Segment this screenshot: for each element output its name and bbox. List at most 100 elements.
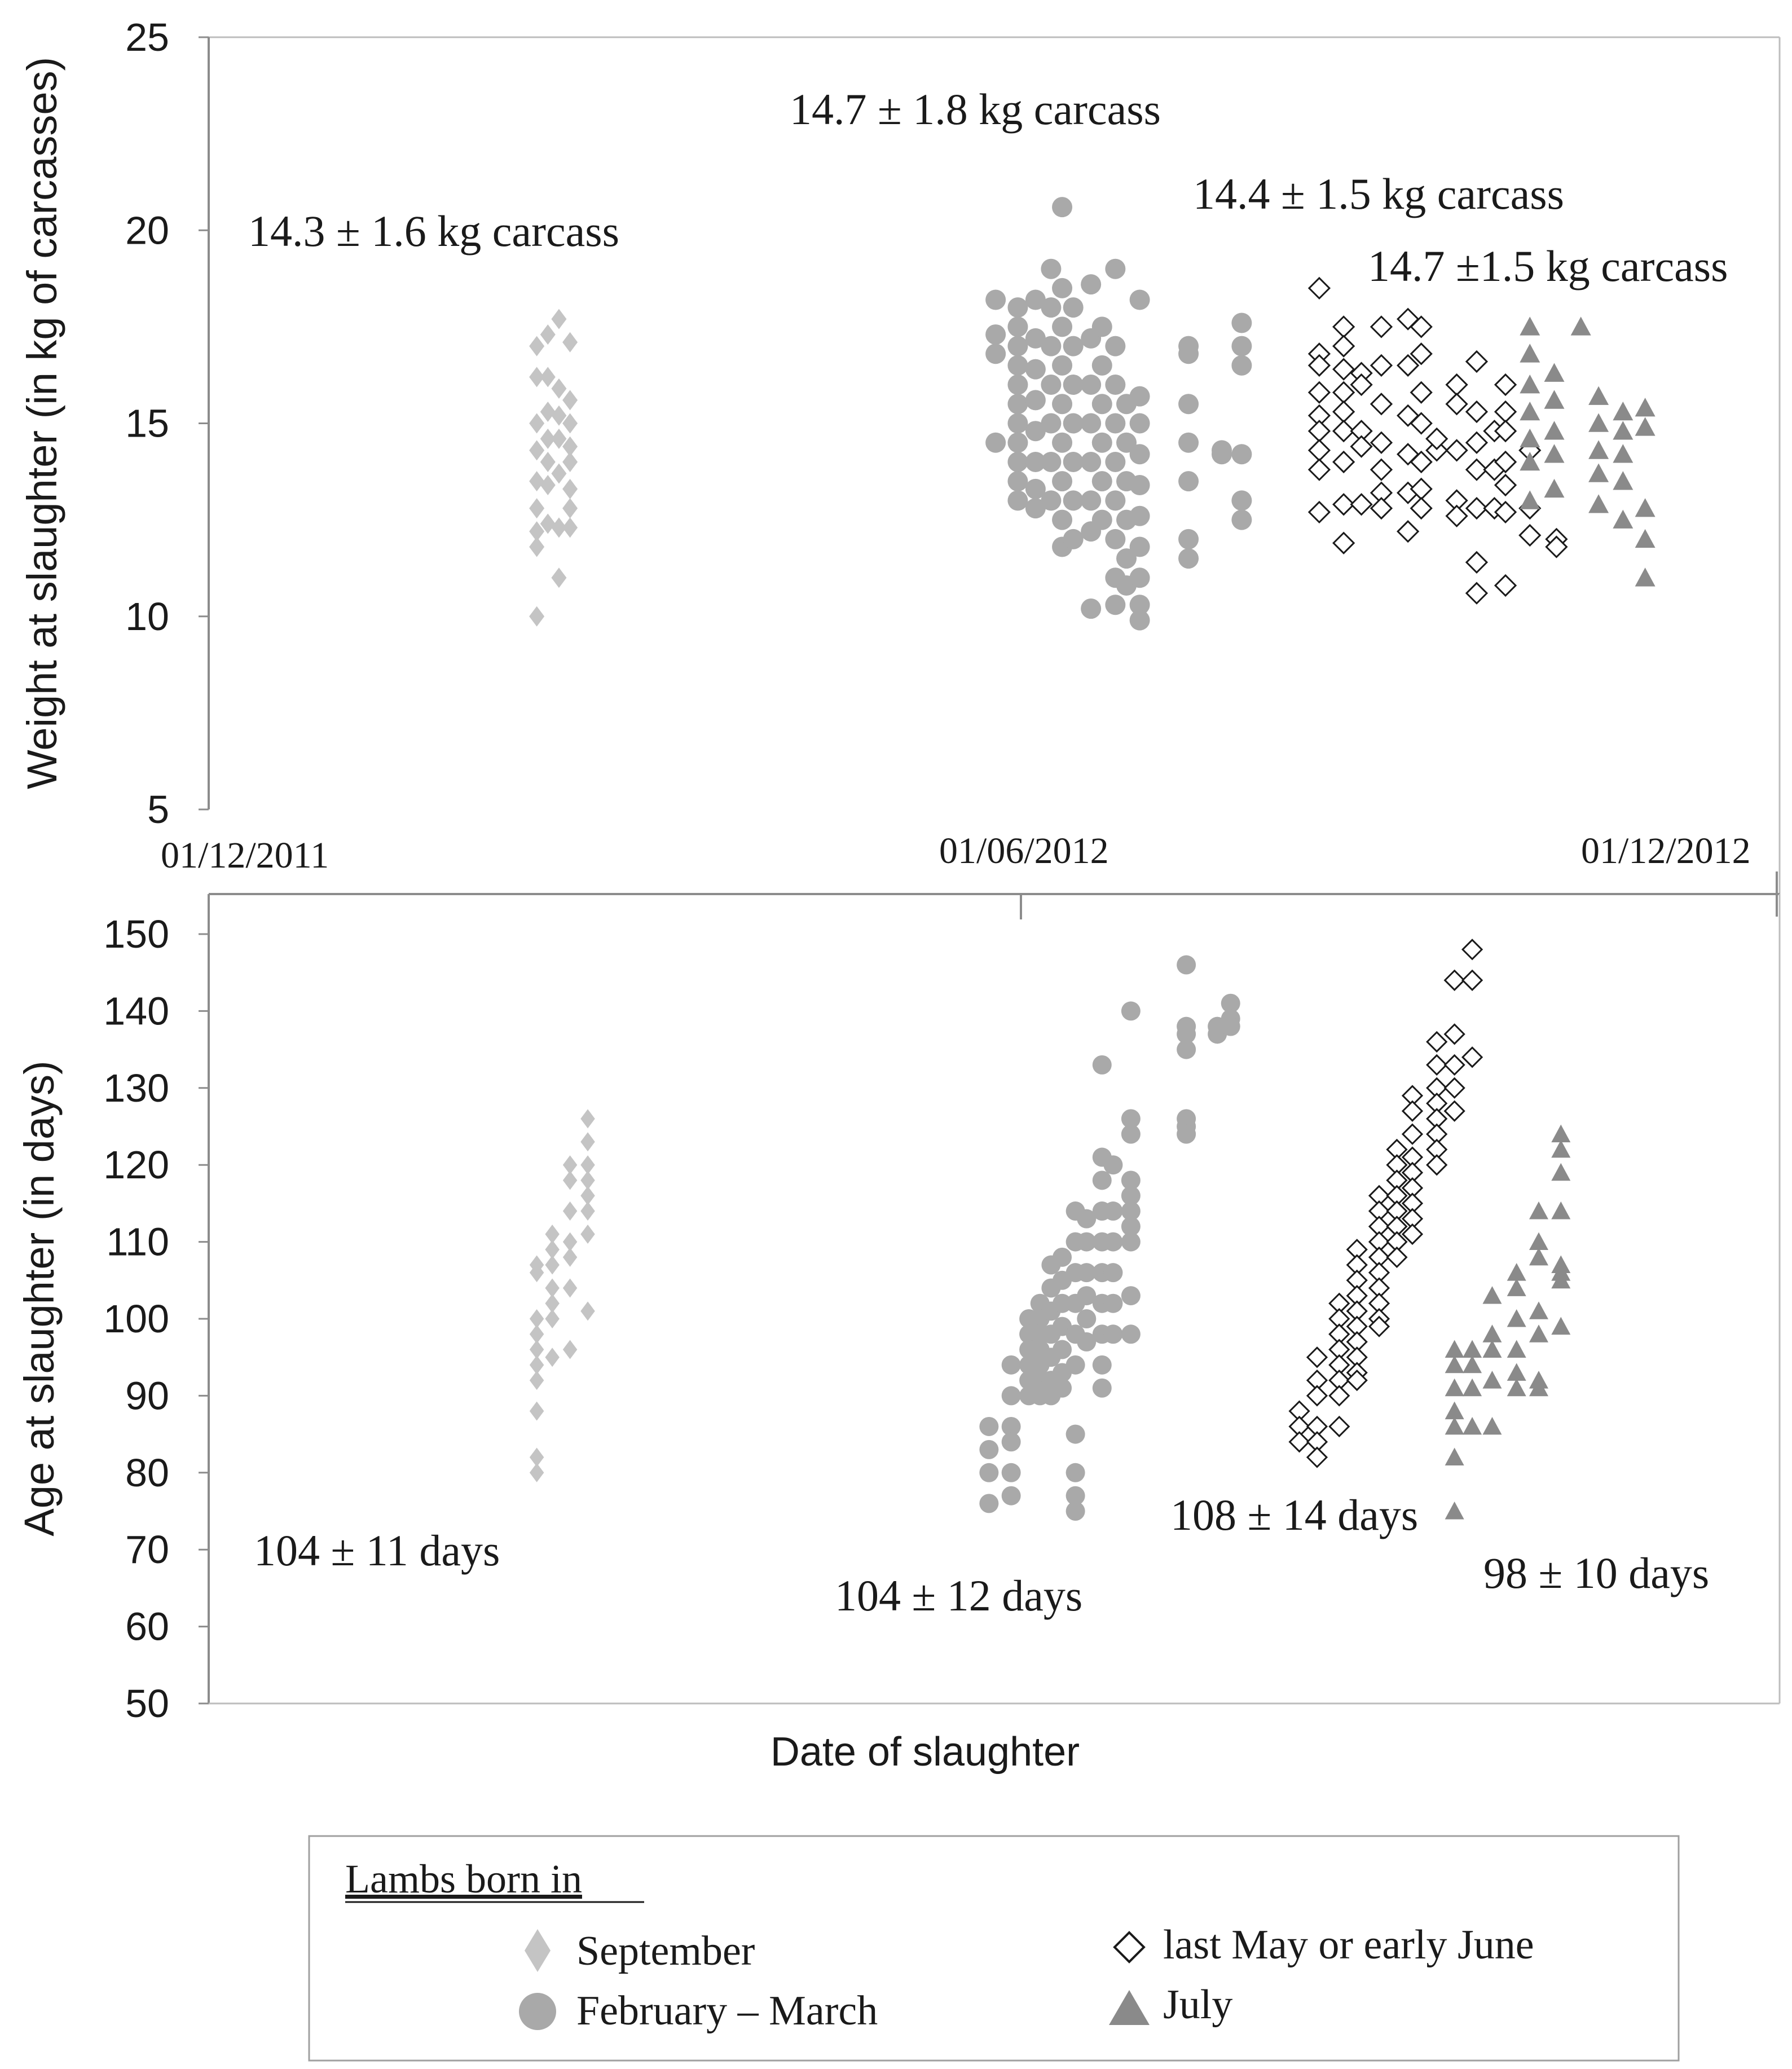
weight-annotation-september: 14.3 ± 1.6 kg carcass (248, 206, 619, 256)
legend-label-july: July (1163, 1982, 1232, 2028)
age-point-triangle (1482, 1286, 1502, 1304)
age-point-diamond-filled (529, 1263, 544, 1283)
weight-point-circle (1091, 355, 1112, 376)
weight-point-triangle (1588, 463, 1609, 482)
age-point-circle (1077, 1232, 1097, 1252)
weight-point-triangle (1520, 401, 1540, 421)
weight-point-circle (1231, 336, 1252, 356)
weight-point-triangle (1635, 417, 1655, 436)
weight-point-circle (1116, 432, 1137, 453)
weight-point-diamond-open (1494, 500, 1517, 524)
weight-point-circle (1105, 258, 1126, 279)
weight-point-diamond-open (1465, 400, 1489, 424)
weight-point-circle (1129, 505, 1150, 526)
age-point-diamond-filled (562, 1170, 578, 1190)
age-point-triangle (1507, 1278, 1526, 1296)
weight-point-circle (1052, 316, 1073, 337)
age-y-tick-label: 120 (103, 1143, 169, 1187)
weight-point-circle (1025, 478, 1046, 499)
age-point-diamond-open (1328, 1415, 1350, 1438)
age-point-circle (1103, 1293, 1123, 1313)
weight-point-diamond-open (1307, 420, 1331, 443)
age-y-tick-label: 110 (106, 1220, 169, 1264)
weight-point-diamond-filled (562, 498, 578, 519)
weight-point-circle (1007, 432, 1028, 453)
age-point-circle (1103, 1155, 1123, 1175)
weight-point-diamond-open (1332, 531, 1355, 554)
weight-point-circle (1041, 297, 1062, 318)
top-y-ticks: 5 10 15 20 25 (125, 15, 209, 831)
legend: Lambs born in September February – March… (308, 1835, 1680, 2062)
weight-point-circle (1178, 344, 1199, 364)
weight-point-circle (1041, 336, 1062, 356)
age-point-circle (1092, 1170, 1112, 1190)
legend-september-diamond-icon (525, 1929, 551, 1972)
weight-point-circle (1129, 289, 1150, 310)
age-point-triangle (1445, 1502, 1464, 1520)
weight-point-diamond-open (1307, 381, 1331, 404)
weight-point-diamond-open (1307, 276, 1331, 300)
weight-point-circle (1052, 278, 1073, 298)
age-annotation-july: 98 ± 10 days (1483, 1548, 1709, 1597)
weight-point-diamond-open (1465, 496, 1489, 520)
weight-point-circle (1052, 197, 1073, 218)
age-y-tick-label: 140 (103, 989, 169, 1033)
age-point-diamond-filled (529, 1309, 544, 1328)
age-point-circle (1121, 1324, 1141, 1344)
age-point-diamond-filled (529, 1371, 544, 1390)
age-point-diamond-open (1426, 1154, 1448, 1176)
weight-point-diamond-open (1465, 431, 1489, 454)
age-point-triangle (1482, 1324, 1502, 1342)
age-point-diamond-filled (580, 1301, 595, 1321)
age-point-triangle (1445, 1378, 1464, 1397)
age-point-circle (1177, 1040, 1196, 1059)
age-point-diamond-filled (545, 1278, 560, 1298)
age-point-diamond-open (1443, 1023, 1465, 1045)
weight-point-circle (1081, 413, 1102, 434)
age-point-diamond-open (1443, 969, 1465, 991)
weight-point-circle (1025, 289, 1046, 310)
weight-point-diamond-filled (562, 332, 578, 353)
date-label-mid: 01/06/2012 (939, 830, 1109, 871)
weight-point-triangle (1588, 386, 1609, 405)
legend-july-triangle-icon (1109, 1990, 1150, 2025)
age-point-diamond-filled (529, 1340, 544, 1359)
weight-points (529, 197, 1655, 631)
weight-point-diamond-filled (540, 475, 556, 496)
age-point-diamond-filled (562, 1201, 578, 1221)
age-point-circle (979, 1440, 999, 1459)
age-point-triangle (1507, 1363, 1526, 1381)
age-point-circle (1001, 1416, 1021, 1436)
age-point-circle (979, 1494, 999, 1513)
weight-point-diamond-open (1370, 496, 1393, 520)
weight-annotation-july: 14.7 ±1.5 kg carcass (1368, 241, 1728, 290)
age-point-triangle (1551, 1270, 1571, 1289)
weight-point-triangle (1520, 490, 1540, 509)
age-y-tick-label: 90 (125, 1374, 169, 1418)
weight-point-circle (1212, 444, 1232, 465)
weight-point-diamond-open (1410, 342, 1433, 366)
weight-point-triangle (1544, 444, 1565, 463)
age-point-triangle (1463, 1340, 1482, 1358)
weight-point-diamond-open (1465, 551, 1489, 574)
age-point-diamond-open (1368, 1315, 1390, 1337)
weight-point-circle (1052, 355, 1073, 376)
weight-point-diamond-open (1445, 504, 1468, 527)
weight-point-circle (1052, 471, 1073, 492)
age-point-triangle (1529, 1247, 1548, 1266)
weight-point-circle (1063, 529, 1084, 549)
age-point-diamond-open (1443, 1054, 1465, 1076)
legend-label-may: last May or early June (1163, 1922, 1534, 1968)
age-point-triangle (1463, 1416, 1482, 1435)
weight-point-circle (1178, 529, 1199, 549)
weight-point-circle (1063, 451, 1084, 472)
age-point-diamond-open (1306, 1346, 1328, 1368)
age-point-triangle (1551, 1317, 1571, 1335)
weight-point-circle (1231, 509, 1252, 530)
age-point-triangle (1445, 1401, 1464, 1420)
age-point-diamond-filled (529, 1324, 544, 1344)
weight-point-diamond-filled (551, 378, 567, 399)
weight-point-diamond-filled (529, 606, 545, 627)
age-point-diamond-filled (529, 1401, 544, 1421)
weight-point-diamond-open (1332, 450, 1355, 474)
